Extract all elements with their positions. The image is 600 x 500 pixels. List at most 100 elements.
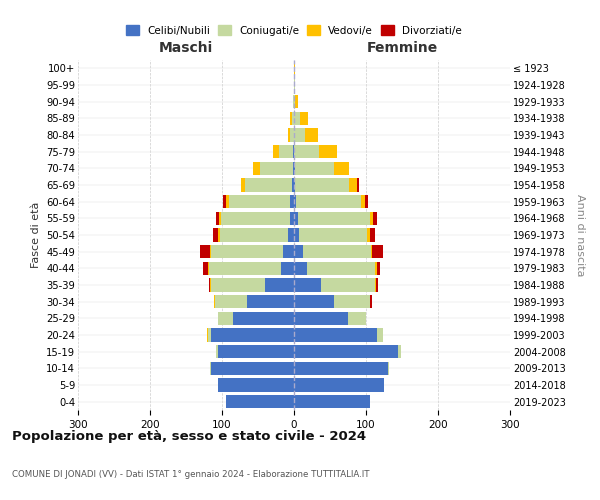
- Bar: [294, 62, 295, 75]
- Bar: [298, 212, 370, 225]
- Bar: [307, 262, 376, 275]
- Bar: [215, 295, 247, 308]
- Bar: [214, 295, 215, 308]
- Bar: [398, 345, 401, 358]
- Bar: [226, 395, 294, 408]
- Bar: [200, 245, 211, 258]
- Bar: [296, 195, 361, 208]
- Bar: [294, 328, 377, 342]
- Bar: [290, 195, 294, 208]
- Bar: [293, 95, 294, 108]
- Bar: [290, 128, 294, 141]
- Bar: [294, 178, 295, 192]
- Bar: [226, 195, 229, 208]
- Bar: [292, 112, 294, 125]
- Text: COMUNE DI JONADI (VV) - Dati ISTAT 1° gennaio 2024 - Elaborazione TUTTITALIA.IT: COMUNE DI JONADI (VV) - Dati ISTAT 1° ge…: [12, 470, 370, 479]
- Bar: [283, 245, 294, 258]
- Bar: [247, 295, 294, 308]
- Bar: [294, 212, 298, 225]
- Bar: [299, 228, 367, 241]
- Bar: [294, 145, 319, 158]
- Bar: [221, 212, 290, 225]
- Bar: [219, 212, 221, 225]
- Bar: [211, 362, 294, 375]
- Bar: [295, 162, 334, 175]
- Bar: [361, 195, 365, 208]
- Bar: [367, 228, 370, 241]
- Bar: [218, 228, 220, 241]
- Bar: [365, 195, 368, 208]
- Legend: Celibi/Nubili, Coniugati/e, Vedovi/e, Divorziati/e: Celibi/Nubili, Coniugati/e, Vedovi/e, Di…: [124, 23, 464, 38]
- Bar: [370, 212, 373, 225]
- Bar: [211, 245, 283, 258]
- Bar: [245, 178, 292, 192]
- Bar: [349, 178, 356, 192]
- Bar: [218, 378, 294, 392]
- Bar: [319, 145, 337, 158]
- Bar: [203, 262, 208, 275]
- Bar: [348, 312, 366, 325]
- Y-axis label: Anni di nascita: Anni di nascita: [575, 194, 585, 276]
- Bar: [207, 328, 208, 342]
- Bar: [370, 228, 376, 241]
- Bar: [376, 262, 377, 275]
- Bar: [294, 312, 348, 325]
- Bar: [218, 345, 294, 358]
- Bar: [260, 162, 293, 175]
- Bar: [209, 262, 281, 275]
- Bar: [273, 145, 279, 158]
- Bar: [211, 278, 265, 291]
- Bar: [294, 162, 295, 175]
- Bar: [218, 312, 233, 325]
- Bar: [290, 112, 292, 125]
- Bar: [287, 128, 290, 141]
- Bar: [334, 162, 349, 175]
- Bar: [294, 362, 388, 375]
- Bar: [294, 395, 370, 408]
- Bar: [294, 262, 307, 275]
- Text: Popolazione per età, sesso e stato civile - 2024: Popolazione per età, sesso e stato civil…: [12, 430, 366, 443]
- Bar: [288, 228, 294, 241]
- Bar: [265, 278, 294, 291]
- Bar: [370, 295, 372, 308]
- Bar: [290, 212, 294, 225]
- Bar: [210, 362, 211, 375]
- Text: Maschi: Maschi: [159, 41, 213, 55]
- Bar: [322, 278, 376, 291]
- Bar: [300, 112, 308, 125]
- Bar: [356, 178, 359, 192]
- Bar: [294, 278, 322, 291]
- Bar: [294, 295, 334, 308]
- Bar: [293, 145, 294, 158]
- Text: Femmine: Femmine: [367, 41, 437, 55]
- Bar: [293, 162, 294, 175]
- Bar: [233, 312, 294, 325]
- Bar: [376, 278, 378, 291]
- Bar: [279, 145, 293, 158]
- Bar: [211, 328, 294, 342]
- Bar: [295, 178, 349, 192]
- Bar: [220, 228, 288, 241]
- Bar: [294, 345, 398, 358]
- Bar: [294, 78, 295, 92]
- Bar: [294, 95, 295, 108]
- Bar: [373, 245, 383, 258]
- Bar: [334, 295, 370, 308]
- Bar: [294, 378, 384, 392]
- Bar: [292, 178, 294, 192]
- Bar: [305, 128, 318, 141]
- Bar: [208, 262, 209, 275]
- Bar: [294, 245, 302, 258]
- Bar: [253, 162, 260, 175]
- Bar: [216, 345, 218, 358]
- Bar: [373, 212, 377, 225]
- Bar: [229, 195, 290, 208]
- Bar: [223, 195, 226, 208]
- Bar: [209, 278, 211, 291]
- Bar: [388, 362, 389, 375]
- Bar: [294, 195, 296, 208]
- Bar: [371, 245, 373, 258]
- Bar: [208, 328, 211, 342]
- Bar: [241, 178, 245, 192]
- Y-axis label: Fasce di età: Fasce di età: [31, 202, 41, 268]
